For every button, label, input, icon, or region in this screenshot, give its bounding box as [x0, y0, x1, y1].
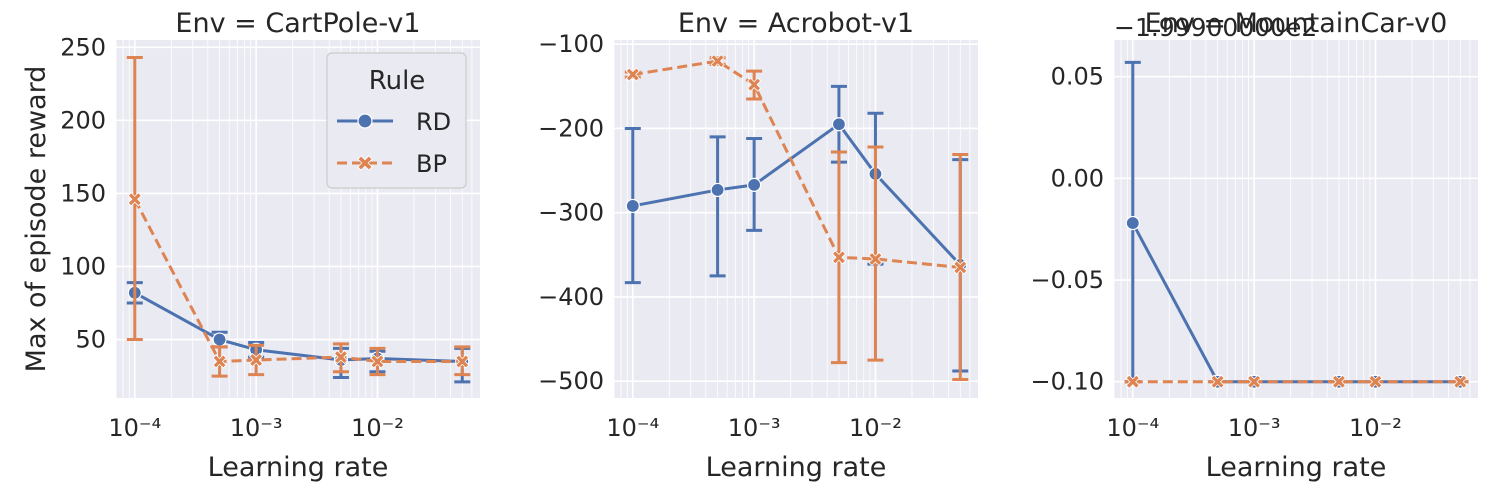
legend-rd-marker — [357, 113, 373, 129]
data-point-rd — [710, 182, 725, 198]
data-point-bp — [953, 260, 968, 275]
x-axis-label: Learning rate — [208, 452, 389, 483]
panel-title: Env = Acrobot-v1 — [678, 8, 914, 39]
data-point-bp — [1125, 374, 1140, 389]
y-tick-label: −300 — [538, 199, 604, 227]
x-tick-label: 10⁻⁴ — [1106, 414, 1159, 442]
data-point-bp — [1247, 374, 1262, 389]
y-tick-label: 200 — [60, 106, 106, 134]
x-tick-label: 10⁻² — [849, 414, 902, 442]
data-point-bp — [1210, 374, 1225, 389]
y-tick-label: −100 — [538, 30, 604, 58]
data-point-bp — [370, 354, 385, 369]
x-tick-label: 10⁻³ — [230, 414, 283, 442]
y-tick-label: 0.05 — [1051, 63, 1104, 91]
data-point-rd — [831, 117, 847, 132]
y-axis-label: Max of episode reward — [21, 66, 52, 373]
y-tick-label: −200 — [538, 114, 604, 142]
data-point-bp — [1368, 374, 1383, 389]
data-point-bp — [455, 354, 470, 369]
y-tick-label: −500 — [538, 367, 604, 395]
data-point-bp — [249, 352, 264, 368]
y-offset-text: −1.99900000e2 — [1114, 13, 1317, 42]
x-tick-label: 10⁻³ — [1228, 414, 1281, 442]
data-point-bp — [868, 251, 883, 267]
data-point-rd — [212, 332, 227, 347]
y-tick-label: −0.05 — [1030, 266, 1104, 294]
x-axis-label: Learning rate — [1206, 452, 1387, 483]
y-tick-label: 0.00 — [1051, 164, 1104, 192]
data-point-bp — [127, 192, 142, 207]
data-point-bp — [333, 350, 349, 365]
y-tick-label: 150 — [60, 179, 106, 207]
y-tick-label: −0.10 — [1030, 368, 1104, 396]
y-tick-label: 100 — [60, 252, 106, 280]
y-tick-label: 250 — [60, 33, 106, 61]
y-tick-label: −400 — [538, 283, 604, 311]
data-point-rd — [747, 177, 762, 192]
series-line-bp — [632, 59, 961, 269]
legend-rd-label: RD — [416, 108, 451, 136]
data-point-bp — [1453, 374, 1468, 389]
x-tick-label: 10⁻² — [1349, 414, 1402, 442]
y-tick-label: 50 — [75, 326, 106, 354]
series-line-bp — [133, 198, 463, 364]
panel-mountaincar: 10⁻⁴ 10⁻³ 10⁻² −0.10 −0.05 0.00 0.05 Env = Mou… — [1030, 8, 1478, 483]
legend-bp-marker — [357, 155, 373, 171]
x-tick-label: 10⁻⁴ — [108, 414, 161, 442]
data-point-bp — [212, 354, 227, 369]
x-tick-label: 10⁻² — [351, 414, 404, 442]
panel-title: Env = CartPole-v1 — [175, 8, 420, 39]
plot-area — [1114, 40, 1478, 398]
plot-area — [614, 40, 978, 398]
data-point-bp — [831, 250, 847, 265]
data-point-bp — [1331, 374, 1347, 389]
legend-box — [326, 52, 467, 189]
legend: Rule RD BP — [326, 52, 467, 189]
data-point-bp — [710, 53, 725, 69]
x-axis-label: Learning rate — [706, 452, 887, 483]
data-point-bp — [625, 67, 640, 82]
legend-bp-label: BP — [416, 150, 447, 178]
series-line-rd — [632, 122, 962, 266]
panel-title: Env = MountainCar-v0 — [1145, 8, 1448, 39]
x-tick-label: 10⁻⁴ — [606, 414, 659, 442]
data-point-rd — [625, 198, 640, 214]
data-point-bp — [747, 77, 762, 92]
x-tick-label: 10⁻³ — [728, 414, 781, 442]
panel-acrobot: 10⁻⁴ 10⁻³ 10⁻² −500 −400 −300 −200 −100 Env = A… — [538, 8, 978, 483]
data-point-rd — [1125, 215, 1140, 231]
legend-title: Rule — [369, 66, 426, 96]
